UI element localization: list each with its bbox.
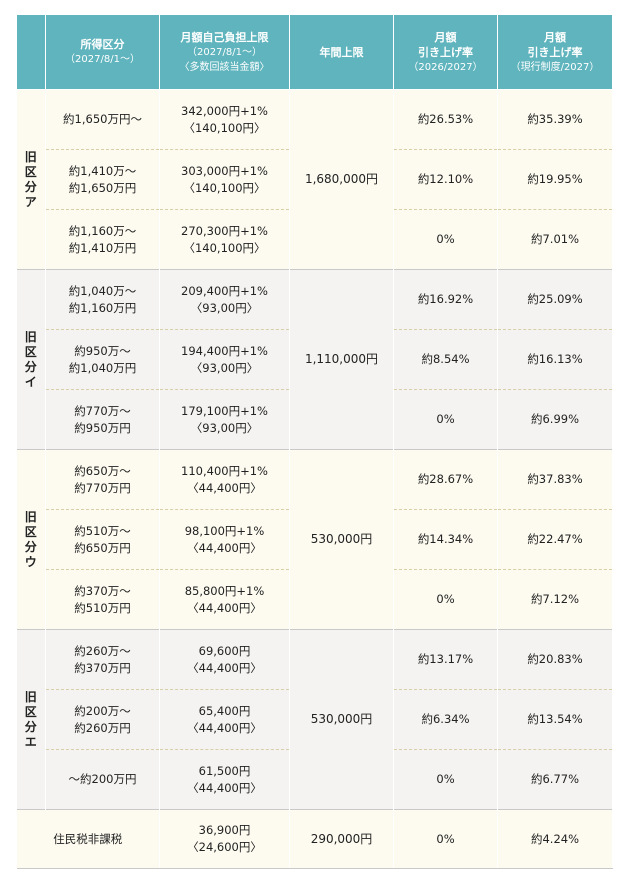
cost-limit-table: 所得区分 （2027/8/1～） 月額自己負担上限 （2027/8/1～） 〈多… [16,14,613,869]
rate2-cell: 約13.54% [497,689,613,750]
header-annual-limit: 年間上限 [289,14,394,90]
income-cell: 約510万～ 約650万円 [45,509,160,570]
income-cell: 約200万～ 約260万円 [45,689,160,750]
income-cell: ～約200万円 [45,749,160,810]
rate1-cell: 0% [393,809,498,869]
rate1-cell: 0% [393,569,498,630]
rate2-cell: 約7.01% [497,209,613,270]
rate1-cell: 約6.34% [393,689,498,750]
header-rate-2026-2027: 月額 引き上げ率 （2026/2027） [393,14,498,90]
table-row: 約510万～ 約650万円 98,100円+1% 〈44,400円〉 約14.34%… [17,509,613,570]
rate2-cell: 約6.77% [497,749,613,810]
rate2-cell: 約16.13% [497,329,613,390]
limit-cell: 65,400円 〈44,400円〉 [159,689,290,750]
rate2-cell: 約35.39% [497,89,613,150]
rate1-cell: 約12.10% [393,149,498,210]
rate1-cell: 0% [393,749,498,810]
header-limit-multiple: 〈多数回該当金額〉 [179,61,270,73]
rate1-cell: 0% [393,209,498,270]
header-limit-title: 月額自己負担上限 [180,30,269,44]
table-row: 約200万～ 約260万円 65,400円 〈44,400円〉 約6.34% 約13… [17,689,613,750]
rate2-cell: 約37.83% [497,449,613,510]
income-cell: 約1,650万円～ [45,89,160,150]
group-label-a: 旧区分ア [16,89,46,270]
rate2-cell: 約20.83% [497,629,613,690]
rate1-cell: 0% [393,389,498,450]
rate2-cell: 約4.24% [497,809,613,869]
annual-limit-a: 1,680,000円 [289,89,394,270]
table-row: 旧区分ウ 約650万～ 約770万円 110,400円+1% 〈44,400円〉 5… [16,449,613,630]
income-cell: 約770万～ 約950万円 [45,389,160,450]
income-cell: 約950万～ 約1,040万円 [45,329,160,390]
table-row-exempt: 住民税非課税 36,900円 〈24,600円〉 290,000円 0% 約4.2… [16,809,613,869]
cost-limit-table-wrap: 所得区分 （2027/8/1～） 月額自己負担上限 （2027/8/1～） 〈多… [16,14,613,869]
limit-cell: 209,400円+1% 〈93,00円〉 [159,269,290,330]
header-income-title: 所得区分 [80,38,125,51]
header-limit-date: （2027/8/1～） [187,46,262,58]
limit-cell: 85,800円+1% 〈44,400円〉 [159,569,290,630]
income-cell: 約650万～ 約770万円 [45,449,160,510]
annual-limit-u: 530,000円 [289,449,394,630]
rate1-cell: 約26.53% [393,89,498,150]
table-row: 旧区分ア 約1,650万円～ 342,000円+1% 〈140,100円〉 1,6… [16,89,613,270]
annual-limit-exempt: 290,000円 [289,809,394,869]
limit-cell: 179,100円+1% 〈93,00円〉 [159,389,290,450]
group-label-i: 旧区分イ [16,269,46,450]
header-income-class: 所得区分 （2027/8/1～） [45,14,160,90]
table-row: ～約200万円 61,500円 〈44,400円〉 0% 約6.77% [17,749,613,810]
header-rate-current-2027: 月額 引き上げ率 （現行制度/2027） [497,14,613,90]
rate1-cell: 約14.34% [393,509,498,570]
rate2-cell: 約25.09% [497,269,613,330]
rate1-cell: 約13.17% [393,629,498,690]
group-label-e: 旧区分エ [16,629,46,810]
rate1-cell: 約28.67% [393,449,498,510]
rate2-cell: 約22.47% [497,509,613,570]
income-cell: 約370万～ 約510万円 [45,569,160,630]
income-cell: 約260万～ 約370万円 [45,629,160,690]
rate2-cell: 約19.95% [497,149,613,210]
income-cell: 約1,410万～ 約1,650万円 [45,149,160,210]
limit-cell: 270,300円+1% 〈140,100円〉 [159,209,290,270]
annual-limit-i: 1,110,000円 [289,269,394,450]
header-monthly-limit: 月額自己負担上限 （2027/8/1～） 〈多数回該当金額〉 [159,14,290,90]
header-income-date: （2027/8/1～） [65,54,140,65]
table-row: 約1,160万～ 約1,410万円 270,300円+1% 〈140,100円〉 0… [17,209,613,270]
group-label-u: 旧区分ウ [16,449,46,630]
income-cell: 約1,040万～ 約1,160万円 [45,269,160,330]
income-cell: 約1,160万～ 約1,410万円 [45,209,160,270]
limit-cell: 98,100円+1% 〈44,400円〉 [159,509,290,570]
table-row: 約1,410万～ 約1,650万円 303,000円+1% 〈140,100円〉 約… [17,149,613,210]
limit-cell: 303,000円+1% 〈140,100円〉 [159,149,290,210]
table-row: 旧区分イ 約1,040万～ 約1,160万円 209,400円+1% 〈93,00円… [16,269,613,450]
rate2-cell: 約7.12% [497,569,613,630]
table-row: 旧区分エ 約260万～ 約370万円 69,600円 〈44,400円〉 530,0… [16,629,613,810]
header-rate2-line3: （現行制度/2027） [510,61,600,73]
header-rate2-line1: 月額 [544,30,566,44]
limit-cell: 69,600円 〈44,400円〉 [159,629,290,690]
header-rate2-line2: 引き上げ率 [527,45,583,59]
limit-cell: 110,400円+1% 〈44,400円〉 [159,449,290,510]
table-row: 約370万～ 約510万円 85,800円+1% 〈44,400円〉 0% 約7.1… [17,569,613,630]
header-group-col [16,14,46,90]
rate1-cell: 約8.54% [393,329,498,390]
header-row: 所得区分 （2027/8/1～） 月額自己負担上限 （2027/8/1～） 〈多… [16,14,613,90]
limit-cell: 36,900円 〈24,600円〉 [159,809,290,869]
header-rate1-line1: 月額 [434,30,457,44]
limit-cell: 61,500円 〈44,400円〉 [159,749,290,810]
rate2-cell: 約6.99% [497,389,613,450]
limit-cell: 342,000円+1% 〈140,100円〉 [159,89,290,150]
table-row: 約950万～ 約1,040万円 194,400円+1% 〈93,00円〉 約8.54… [17,329,613,390]
annual-limit-e: 530,000円 [289,629,394,810]
header-rate1-line3: （2026/2027） [408,61,483,73]
rate1-cell: 約16.92% [393,269,498,330]
limit-cell: 194,400円+1% 〈93,00円〉 [159,329,290,390]
exempt-label: 住民税非課税 [16,809,160,869]
table-row: 約770万～ 約950万円 179,100円+1% 〈93,00円〉 0% 約6.9… [17,389,613,450]
header-rate1-line2: 引き上げ率 [418,45,473,59]
